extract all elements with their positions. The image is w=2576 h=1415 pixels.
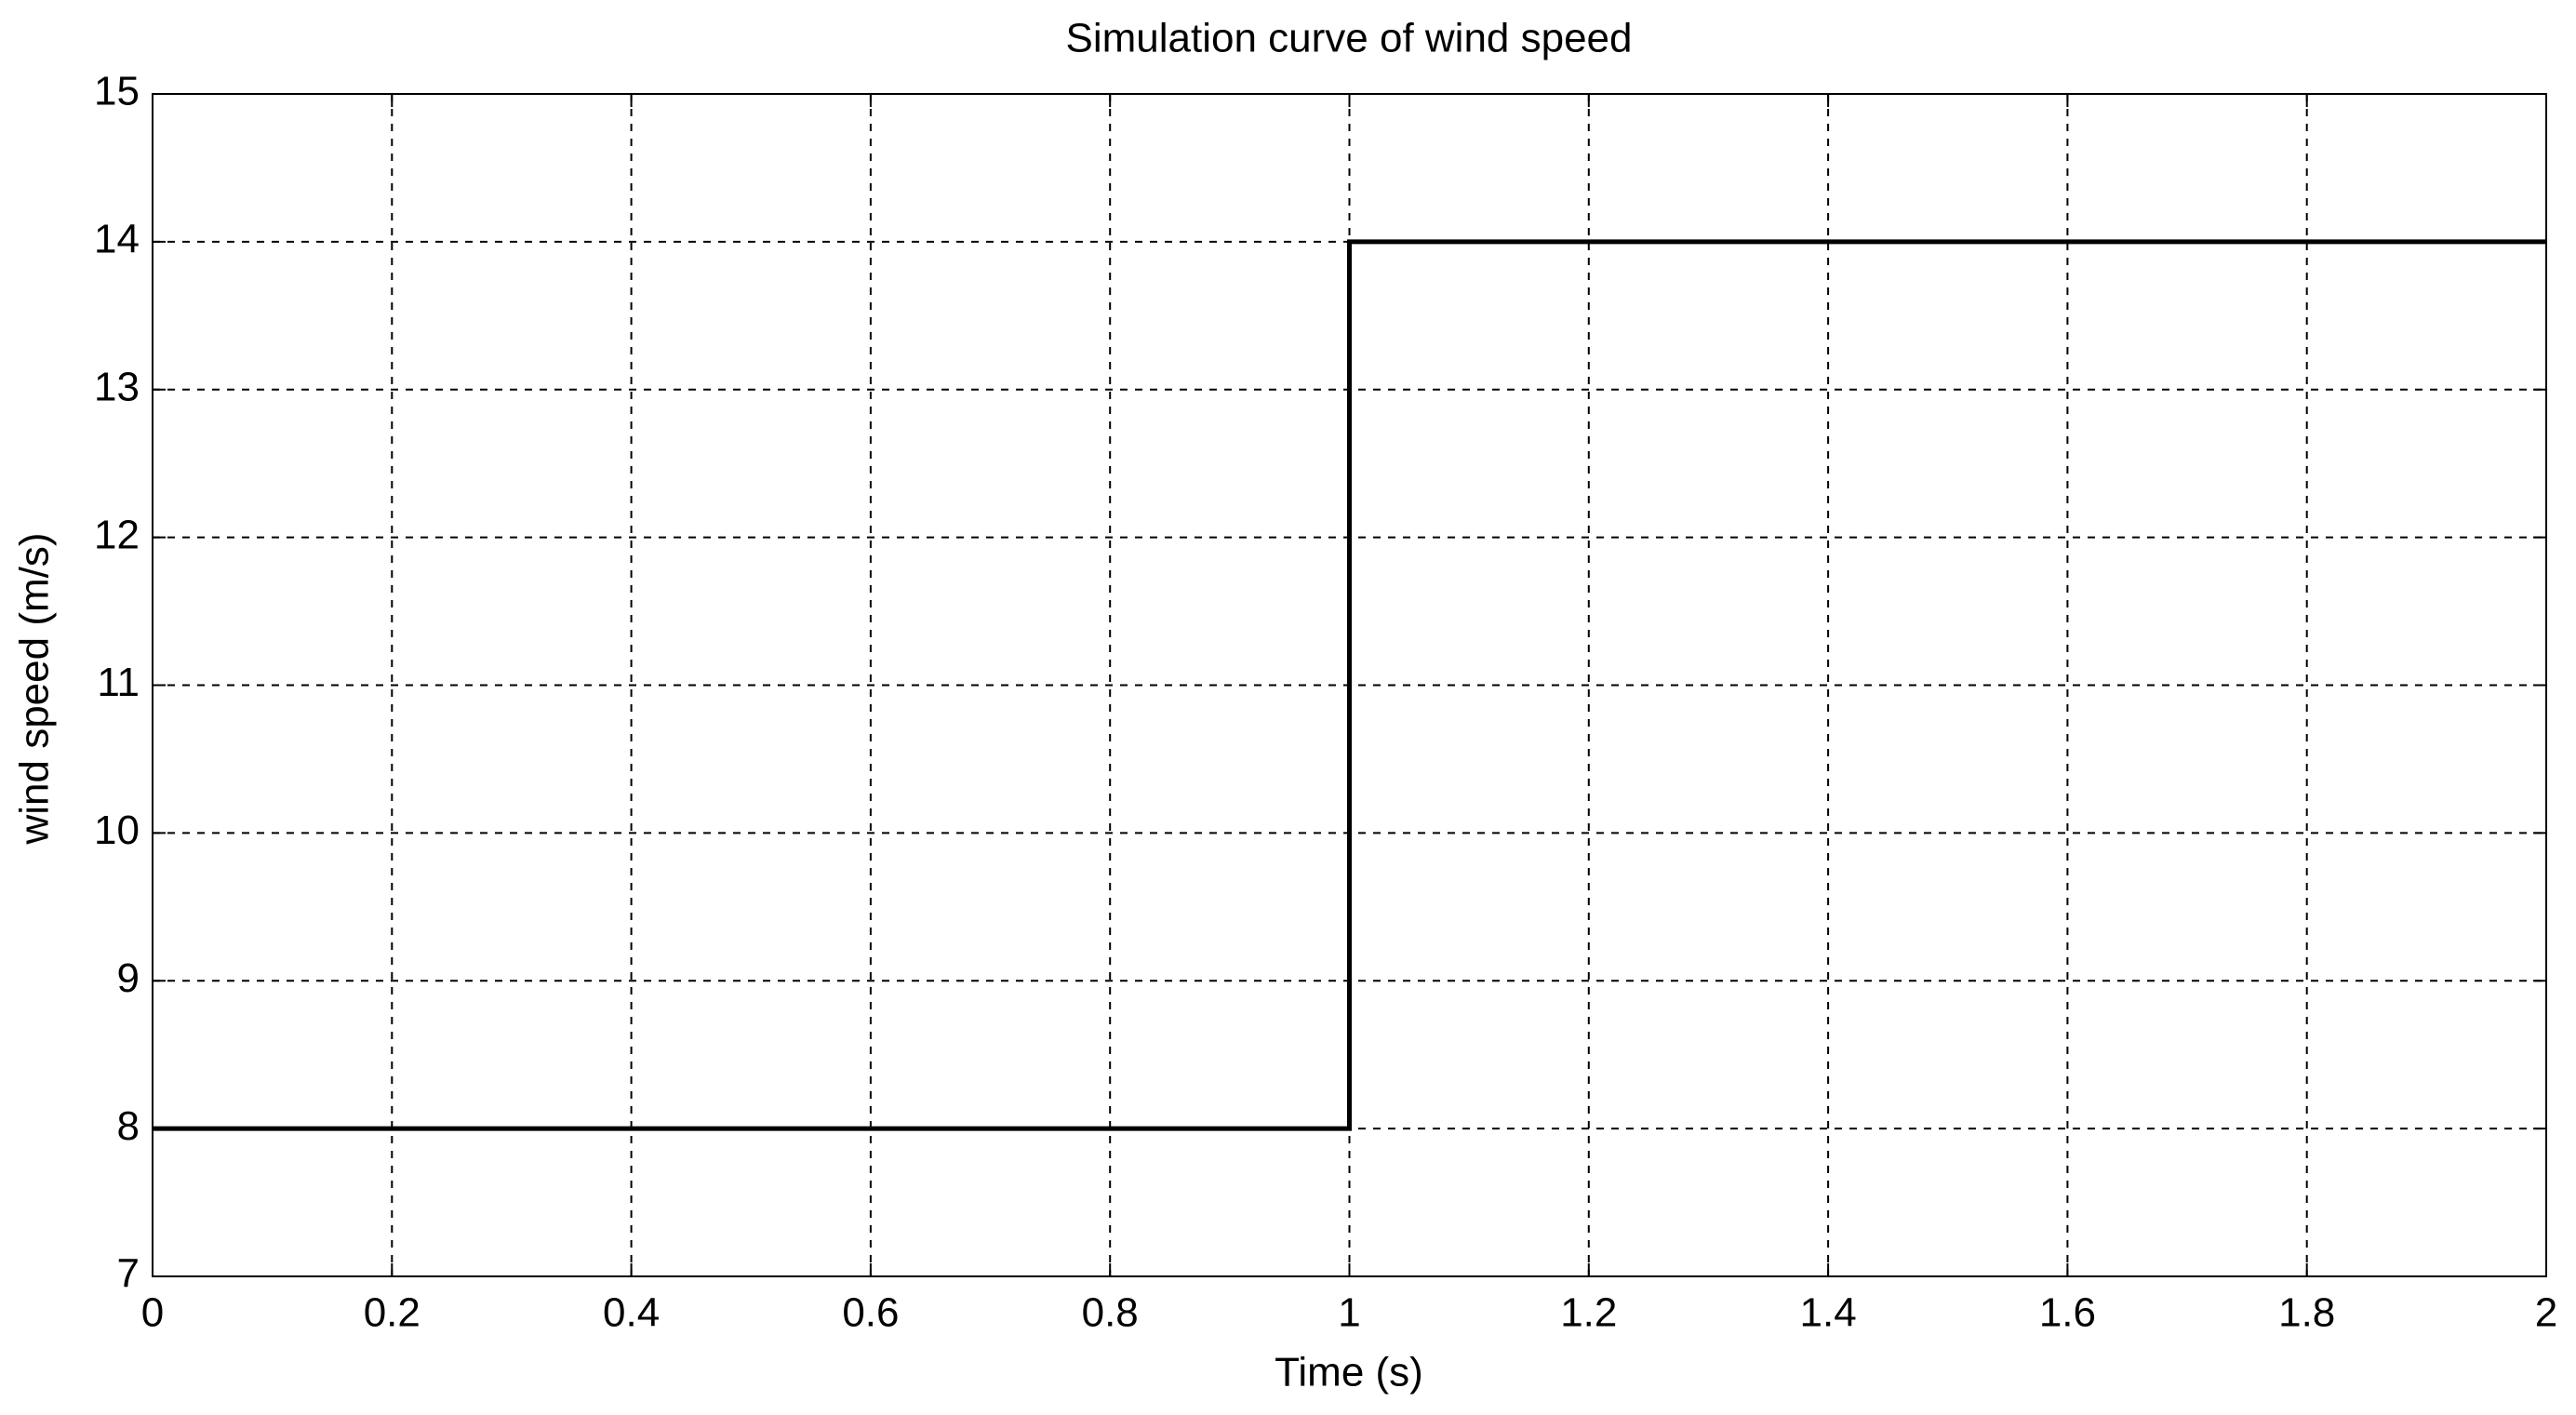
y-tick-label: 12 <box>94 512 140 557</box>
x-tick-label: 1.8 <box>2278 1290 2335 1336</box>
x-tick-label: 0.4 <box>603 1290 660 1336</box>
x-tick-label: 0.8 <box>1082 1290 1139 1336</box>
y-tick-label: 11 <box>97 660 140 705</box>
x-tick-label: 0 <box>141 1290 164 1336</box>
y-axis-label: wind speed (m/s) <box>12 532 58 845</box>
x-tick-label: 1.4 <box>1800 1290 1857 1336</box>
x-axis-label: Time (s) <box>1275 1350 1423 1395</box>
y-tick-label: 14 <box>94 217 140 262</box>
y-tick-label: 7 <box>117 1251 140 1297</box>
y-tick-label: 10 <box>94 808 140 853</box>
y-tick-label: 13 <box>94 364 140 409</box>
x-tick-label: 2 <box>2535 1290 2557 1336</box>
x-tick-label: 0.6 <box>842 1290 899 1336</box>
x-tick-label: 1.2 <box>1560 1290 1617 1336</box>
y-tick-label: 9 <box>117 955 140 1001</box>
x-tick-label: 0.2 <box>364 1290 420 1336</box>
data-line <box>153 239 2546 1131</box>
x-tick-label: 1 <box>1338 1290 1360 1336</box>
plot-frame <box>152 93 2547 1277</box>
x-tick-label: 1.6 <box>2039 1290 2096 1336</box>
y-tick-label: 8 <box>117 1103 140 1149</box>
y-tick-label: 15 <box>94 69 140 114</box>
chart-title: Simulation curve of wind speed <box>1066 16 1633 61</box>
